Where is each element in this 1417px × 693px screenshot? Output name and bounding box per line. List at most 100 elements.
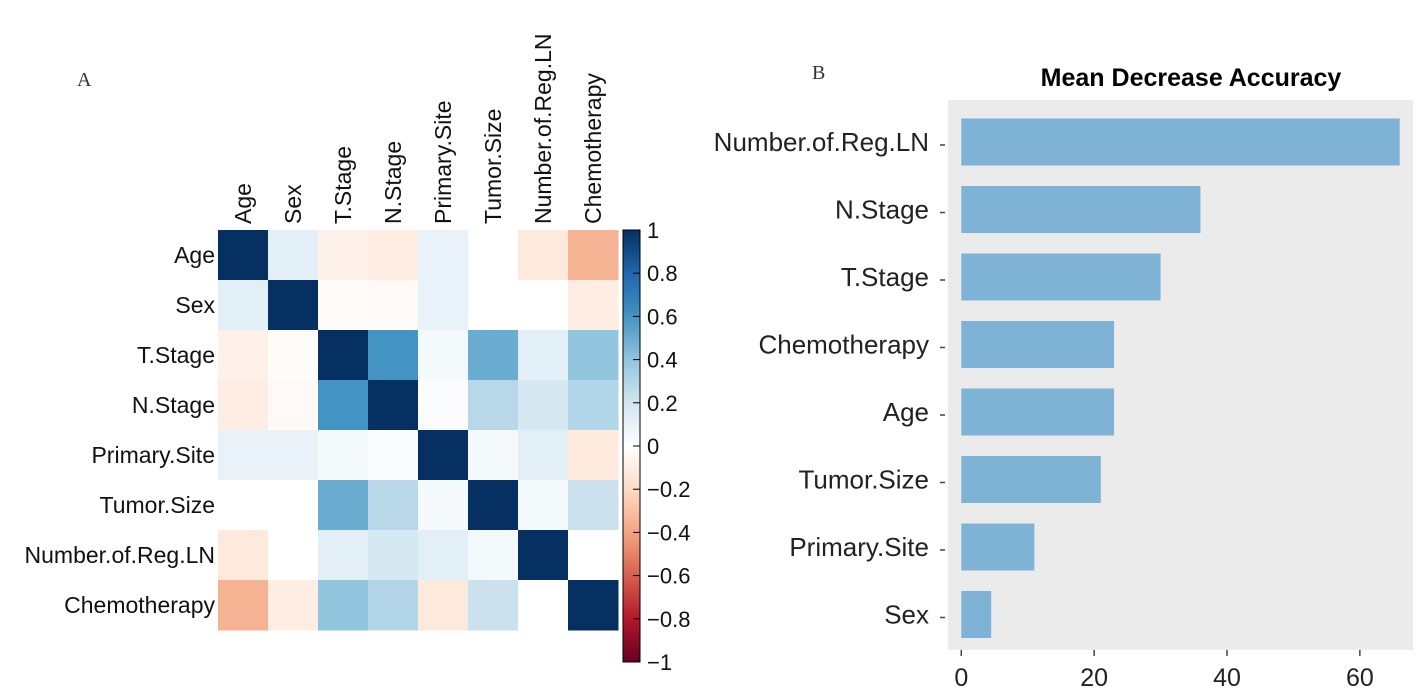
heatmap-cell-tumor-size-tumor-size: [468, 480, 519, 531]
heatmap-cell-sex-t-stage: [318, 280, 369, 331]
heatmap-cell-primary-site-chemotherapy: [568, 430, 619, 481]
heatmap-cell-tumor-size-number-of-reg-ln: [518, 480, 569, 531]
correlation-heatmap: Age Sex T.Stage N.Stage Primary.Site Tumor.Si…: [25, 34, 619, 631]
bar-chart-title: Mean Decrease Accuracy: [1041, 64, 1342, 92]
heatmap-column-labels: Age Sex T.Stage N.Stage Primary.Site Tumor.Si…: [230, 34, 606, 224]
heatmap-cell-age-tumor-size: [468, 230, 519, 281]
heatmap-cell-chemotherapy-chemotherapy: [568, 580, 619, 631]
heatmap-cell-t-stage-sex: [268, 330, 319, 381]
heatmap-cell-primary-site-age: [218, 430, 269, 481]
bar-label-n-stage: N.Stage: [835, 195, 929, 225]
heatmap-cell-n-stage-t-stage: [318, 380, 369, 431]
heatmap-cell-tumor-size-n-stage: [368, 480, 419, 531]
column-label-chemotherapy: Chemotherapy: [580, 73, 606, 224]
heatmap-cell-sex-age: [218, 280, 269, 331]
heatmap-cell-n-stage-number-of-reg-ln: [518, 380, 569, 431]
heatmap-cell-t-stage-tumor-size: [468, 330, 519, 381]
heatmap-cell-tumor-size-t-stage: [318, 480, 369, 531]
colorbar-tick-label: 0.6: [647, 304, 678, 329]
heatmap-cell-chemotherapy-n-stage: [368, 580, 419, 631]
heatmap-cell-number-of-reg-ln-age: [218, 530, 269, 581]
heatmap-cell-age-sex: [268, 230, 319, 281]
heatmap-cell-n-stage-tumor-size: [468, 380, 519, 431]
heatmap-cell-primary-site-tumor-size: [468, 430, 519, 481]
colorbar-tick-label: 0.2: [647, 391, 678, 416]
heatmap-cell-number-of-reg-ln-chemotherapy: [568, 530, 619, 581]
heatmap-cells: [218, 230, 619, 631]
bars: [961, 118, 1400, 638]
heatmap-cell-age-number-of-reg-ln: [518, 230, 569, 281]
heatmap-cell-t-stage-n-stage: [368, 330, 419, 381]
colorbar-ticks: 1 0.8 0.6 0.4 0.2 0 −0.2 −0.4 −0.6 −0.8 −1: [633, 218, 690, 675]
colorbar-tick-label: 0.4: [647, 348, 678, 373]
heatmap-cell-n-stage-primary-site: [418, 380, 469, 431]
colorbar-tick-label: −1: [647, 650, 672, 675]
x-tick-label: 20: [1080, 664, 1108, 692]
heatmap-cell-age-primary-site: [418, 230, 469, 281]
heatmap-cell-chemotherapy-primary-site: [418, 580, 469, 631]
colorbar-tick-label: −0.4: [647, 520, 690, 545]
heatmap-cell-number-of-reg-ln-primary-site: [418, 530, 469, 581]
x-tick-label: 40: [1213, 664, 1241, 692]
row-label-tumor-size: Tumor.Size: [100, 492, 215, 518]
bar-label-t-stage: T.Stage: [841, 262, 929, 292]
bar-number-of-reg-ln: [961, 118, 1400, 166]
heatmap-cell-age-chemotherapy: [568, 230, 619, 281]
row-label-n-stage: N.Stage: [132, 392, 215, 418]
heatmap-cell-sex-n-stage: [368, 280, 419, 331]
heatmap-cell-sex-primary-site: [418, 280, 469, 331]
bar-label-primary-site: Primary.Site: [789, 532, 929, 562]
heatmap-cell-chemotherapy-t-stage: [318, 580, 369, 631]
heatmap-cell-tumor-size-chemotherapy: [568, 480, 619, 531]
colorbar-tick-label: 1: [647, 218, 659, 243]
row-label-t-stage: T.Stage: [137, 342, 215, 368]
panel-b-letter: B: [812, 62, 825, 84]
colorbar-tick-label: −0.8: [647, 607, 690, 632]
row-label-chemotherapy: Chemotherapy: [64, 592, 215, 618]
heatmap-cell-age-age: [218, 230, 269, 281]
column-label-tumor-size: Tumor.Size: [480, 109, 506, 224]
heatmap-cell-primary-site-sex: [268, 430, 319, 481]
heatmap-cell-tumor-size-primary-site: [418, 480, 469, 531]
column-label-t-stage: T.Stage: [330, 146, 356, 224]
heatmap-cell-primary-site-t-stage: [318, 430, 369, 481]
column-label-n-stage: N.Stage: [380, 141, 406, 224]
heatmap-cell-number-of-reg-ln-n-stage: [368, 530, 419, 581]
colorbar-tick-label: 0: [647, 434, 659, 459]
heatmap-cell-tumor-size-age: [218, 480, 269, 531]
panel-a-letter: A: [77, 69, 92, 91]
heatmap-cell-n-stage-sex: [268, 380, 319, 431]
bar-label-age: Age: [883, 397, 929, 427]
heatmap-row-labels: Age Sex T.Stage N.Stage Primary.Site Tumor.Si…: [25, 242, 216, 618]
bar-age: [961, 388, 1115, 436]
heatmap-cell-n-stage-age: [218, 380, 269, 431]
row-label-sex: Sex: [175, 292, 215, 318]
bar-tumor-size: [961, 456, 1101, 503]
bar-n-stage: [961, 186, 1201, 233]
bar-primary-site: [961, 523, 1035, 571]
bar-sex: [961, 591, 992, 638]
x-tick-label: 0: [954, 664, 968, 692]
bar-label-sex: Sex: [884, 600, 929, 630]
heatmap-cell-t-stage-t-stage: [318, 330, 369, 381]
heatmap-cell-n-stage-n-stage: [368, 380, 419, 431]
colorbar: 1 0.8 0.6 0.4 0.2 0 −0.2 −0.4 −0.6 −0.8 −1: [622, 218, 690, 675]
row-label-number-of-reg-ln: Number.of.Reg.LN: [25, 542, 215, 568]
row-label-primary-site: Primary.Site: [91, 442, 215, 468]
heatmap-cell-primary-site-number-of-reg-ln: [518, 430, 569, 481]
row-label-age: Age: [174, 242, 215, 268]
heatmap-cell-t-stage-age: [218, 330, 269, 381]
heatmap-cell-sex-sex: [268, 280, 319, 331]
column-label-primary-site: Primary.Site: [430, 100, 456, 224]
colorbar-tick-label: −0.2: [647, 477, 690, 502]
heatmap-cell-tumor-size-sex: [268, 480, 319, 531]
column-label-age: Age: [230, 183, 256, 224]
heatmap-cell-primary-site-primary-site: [418, 430, 469, 481]
colorbar-tick-label: 0.8: [647, 261, 678, 286]
heatmap-cell-chemotherapy-age: [218, 580, 269, 631]
heatmap-cell-number-of-reg-ln-sex: [268, 530, 319, 581]
heatmap-cell-sex-number-of-reg-ln: [518, 280, 569, 331]
x-tick-label: 60: [1346, 664, 1374, 692]
heatmap-cell-number-of-reg-ln-number-of-reg-ln: [518, 530, 569, 581]
